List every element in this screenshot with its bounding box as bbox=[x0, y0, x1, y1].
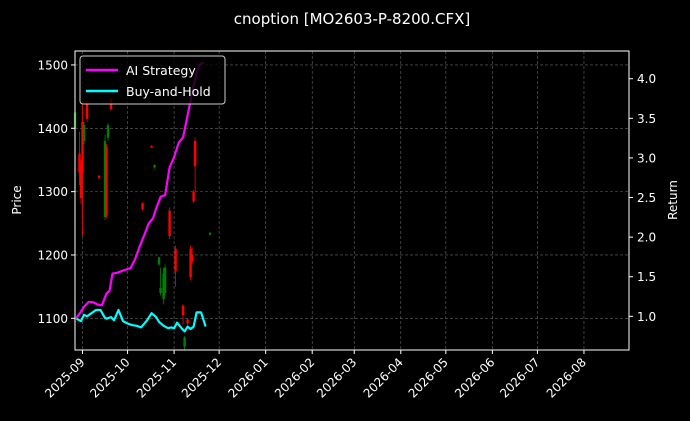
candle-body bbox=[141, 203, 144, 210]
series-line-buy-and-hold bbox=[75, 308, 207, 333]
return-axis: 1.0 1.5 2.0 2.5 3.0 3.5 4.0 bbox=[629, 72, 656, 324]
chart-title: cnoption [MO2603-P-8200.CFX] bbox=[234, 10, 470, 28]
legend-label-ai-strategy: AI Strategy bbox=[126, 63, 196, 78]
price-axis: 1100 1200 1300 1400 1500 bbox=[37, 58, 75, 326]
candle-body bbox=[82, 125, 86, 141]
y2-tick-label: 3.0 bbox=[637, 151, 656, 165]
candle-body bbox=[189, 248, 192, 278]
candle-body bbox=[103, 140, 107, 217]
candle-body bbox=[186, 319, 189, 324]
candle-body bbox=[153, 165, 156, 168]
y2-axis-label: Return bbox=[666, 180, 680, 220]
candle-body bbox=[150, 146, 153, 148]
candle-body bbox=[192, 191, 195, 202]
y2-tick-label: 4.0 bbox=[637, 72, 656, 86]
y-tick-label: 1400 bbox=[37, 122, 68, 136]
candle-body bbox=[97, 175, 101, 178]
candle-body bbox=[162, 273, 165, 300]
candle-body bbox=[181, 305, 185, 316]
candle-body bbox=[105, 147, 108, 216]
y2-tick-label: 1.0 bbox=[637, 310, 656, 324]
candle-body bbox=[79, 163, 83, 198]
plot-frame bbox=[74, 50, 630, 351]
y2-tick-label: 2.5 bbox=[637, 191, 656, 205]
grid-lines bbox=[75, 51, 629, 350]
candle-body bbox=[193, 140, 197, 167]
y-tick-label: 1500 bbox=[37, 58, 68, 72]
y2-tick-label: 1.5 bbox=[637, 270, 656, 284]
candle-body bbox=[109, 99, 113, 110]
candle-body bbox=[157, 257, 161, 265]
candle-body bbox=[168, 210, 171, 236]
y-tick-label: 1200 bbox=[37, 248, 68, 262]
candle-body bbox=[85, 102, 89, 119]
legend: AI Strategy Buy-and-Hold bbox=[79, 55, 226, 105]
series-lines bbox=[75, 61, 207, 333]
candle-body bbox=[174, 248, 177, 271]
candle-body bbox=[183, 337, 186, 347]
candle-body bbox=[208, 232, 212, 235]
candle-body bbox=[159, 287, 162, 293]
candle-body bbox=[163, 267, 167, 293]
candle-body bbox=[78, 153, 81, 173]
candle-body bbox=[106, 125, 110, 138]
candlesticks bbox=[73, 97, 212, 350]
y-axis-label: Price bbox=[10, 185, 24, 214]
y-tick-label: 1300 bbox=[37, 185, 68, 199]
y2-tick-label: 3.5 bbox=[637, 112, 656, 126]
candle-body bbox=[190, 254, 194, 262]
y-tick-label: 1100 bbox=[37, 312, 68, 326]
y2-tick-label: 2.0 bbox=[637, 231, 656, 245]
legend-label-buy-and-hold: Buy-and-Hold bbox=[126, 84, 211, 99]
candle-body bbox=[81, 121, 84, 173]
series-line-ai-strategy bbox=[75, 61, 205, 319]
